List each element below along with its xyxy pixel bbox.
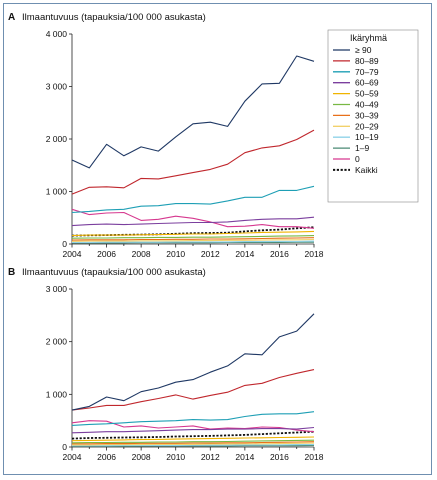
x-tick-label: 2010 [166,452,185,462]
y-tick-label: 2 000 [46,134,68,144]
y-tick-label: 3 000 [46,82,68,92]
legend-label-7: 30–39 [355,110,379,120]
x-tick-label: 2016 [270,249,289,259]
legend-label-8: 20–29 [355,121,379,131]
x-tick-label: 2016 [270,452,289,462]
y-tick-label: 0 [62,239,67,249]
series-line-11 [71,208,315,229]
legend-label-10: 1–9 [355,143,369,153]
series-line-12 [71,430,315,440]
series-line-2 [71,369,315,411]
legend-label-2: 80–89 [355,56,379,66]
legend-label-11: 0 [355,154,360,164]
series-line-3 [71,185,315,214]
series-line-1 [71,313,315,411]
legend-label-1: ≥ 90 [355,45,372,55]
series-line-9 [72,240,315,243]
series-line-1 [71,55,315,169]
x-tick-label: 2014 [235,249,254,259]
y-axis-title: Ilmaantuvuus (tapauksia/100 000 asukasta… [22,12,206,23]
legend-title: Ikäryhmä [350,33,387,43]
x-tick-label: 2014 [235,452,254,462]
y-tick-label: 0 [62,442,67,452]
series-line-6 [71,235,315,239]
series-line-5 [71,230,315,237]
x-tick-label: 2010 [166,249,185,259]
x-tick-label: 2008 [132,249,151,259]
series-line-7 [71,237,315,241]
series-line-3 [71,411,315,426]
series-line-7 [72,441,315,445]
y-tick-label: 1 000 [46,187,68,197]
x-tick-label: 2004 [63,452,82,462]
series-line-4 [71,216,315,227]
series-line-10 [72,444,315,447]
series-line-12 [71,226,315,237]
series-line-5 [71,436,315,442]
x-tick-label: 2006 [97,249,116,259]
y-tick-label: 1 000 [46,389,68,399]
x-tick-label: 2012 [201,249,220,259]
series-line-10 [72,241,314,244]
x-tick-label: 2018 [305,249,324,259]
y-axis-title: Ilmaantuvuus (tapauksia/100 000 asukasta… [22,267,206,278]
legend-label-4: 60–69 [355,78,379,88]
series-line-2 [71,129,315,195]
x-tick-label: 2012 [201,452,220,462]
panel-label-B: B [8,267,15,278]
x-tick-label: 2018 [305,452,324,462]
y-tick-label: 2 000 [46,337,68,347]
legend-label-5: 50–59 [355,89,379,99]
legend-label-6: 40–49 [355,100,379,110]
x-tick-label: 2006 [97,452,116,462]
x-tick-label: 2008 [132,452,151,462]
panel-label-A: A [8,12,15,23]
y-tick-label: 4 000 [46,29,68,39]
series-line-4 [71,426,315,434]
y-tick-label: 3 000 [46,284,68,294]
series-line-8 [72,442,315,446]
legend-label-12: Kaikki [355,165,378,175]
series-line-6 [71,439,315,444]
legend-label-9: 10–19 [355,132,379,142]
x-tick-label: 2004 [63,249,82,259]
series-line-8 [71,238,315,242]
legend-label-3: 70–79 [355,67,379,77]
series-line-9 [72,444,314,447]
